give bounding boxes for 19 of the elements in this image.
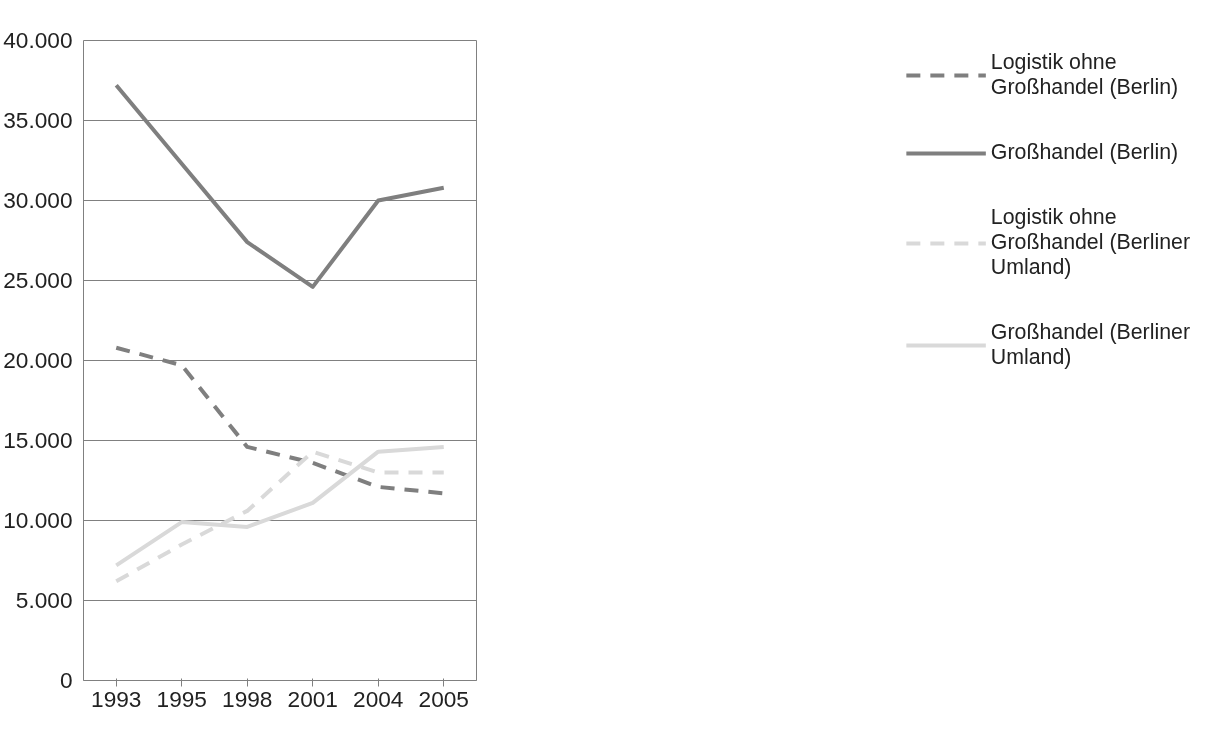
y-tick-label: 25.000 bbox=[3, 267, 73, 293]
y-tick-label: 40.000 bbox=[3, 27, 73, 53]
y-tick-label: 30.000 bbox=[3, 187, 73, 213]
y-tick-label: 15.000 bbox=[3, 427, 73, 453]
x-tick-label: 1998 bbox=[222, 685, 273, 712]
legend-label: Großhandel (Berliner Umland) bbox=[990, 320, 1190, 370]
x-tick-label: 2004 bbox=[353, 685, 404, 712]
x-tick-label: 1993 bbox=[91, 685, 142, 712]
y-tick-label: 5.000 bbox=[15, 587, 73, 613]
legend-label: Großhandel (Berlin) bbox=[990, 140, 1179, 165]
x-tick-label: 1995 bbox=[156, 685, 207, 712]
x-tick-label: 2005 bbox=[418, 685, 469, 712]
y-tick-label: 35.000 bbox=[3, 107, 73, 133]
y-tick-label: 10.000 bbox=[3, 507, 73, 533]
legend-label: Logistik ohne Großhandel (Berliner Umland) bbox=[990, 205, 1190, 280]
legend-label: Logistik ohne Großhandel (Berlin) bbox=[990, 50, 1179, 100]
y-tick-label: 20.000 bbox=[3, 347, 73, 373]
y-tick-label: 0 bbox=[59, 667, 73, 693]
x-tick-label: 2001 bbox=[287, 685, 338, 712]
